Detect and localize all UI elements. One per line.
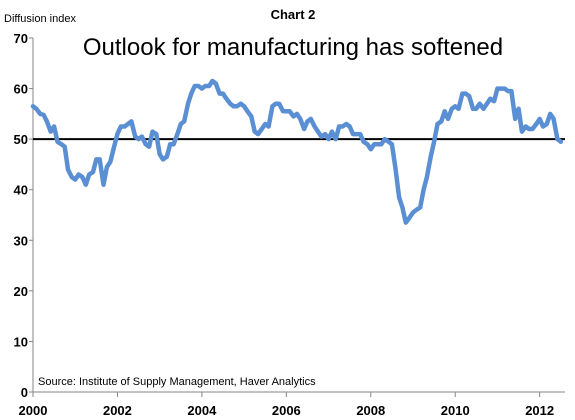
y-tick-label: 50 xyxy=(14,132,28,147)
y-tick-label: 60 xyxy=(14,82,28,97)
series-line-diffusion-index xyxy=(30,78,564,225)
x-tick-label: 2008 xyxy=(356,403,385,418)
y-tick-label: 70 xyxy=(14,31,28,46)
x-tick-label: 2012 xyxy=(525,403,554,418)
y-tick-label: 0 xyxy=(21,385,28,400)
x-axis: 2000 2002 2004 2006 2008 2010 2012 xyxy=(19,391,565,418)
chart-title: Outlook for manufacturing has softened xyxy=(83,34,503,61)
x-tick-label: 2000 xyxy=(19,403,48,418)
y-axis-label: Diffusion index xyxy=(4,13,76,25)
y-tick-label: 20 xyxy=(14,284,28,299)
y-tick-label: 40 xyxy=(14,183,28,198)
x-tick-label: 2010 xyxy=(441,403,470,418)
series-group xyxy=(30,78,565,225)
y-axis: 0 10 20 30 40 50 60 70 xyxy=(14,31,34,400)
x-tick-label: 2004 xyxy=(187,403,217,418)
y-tick-label: 10 xyxy=(14,334,28,349)
y-tick-label: 30 xyxy=(14,233,28,248)
chart-label: Chart 2 xyxy=(271,7,316,22)
x-tick-label: 2002 xyxy=(103,403,132,418)
source-note: Source: Institute of Supply Management, … xyxy=(38,376,316,388)
x-tick-label: 2006 xyxy=(272,403,301,418)
